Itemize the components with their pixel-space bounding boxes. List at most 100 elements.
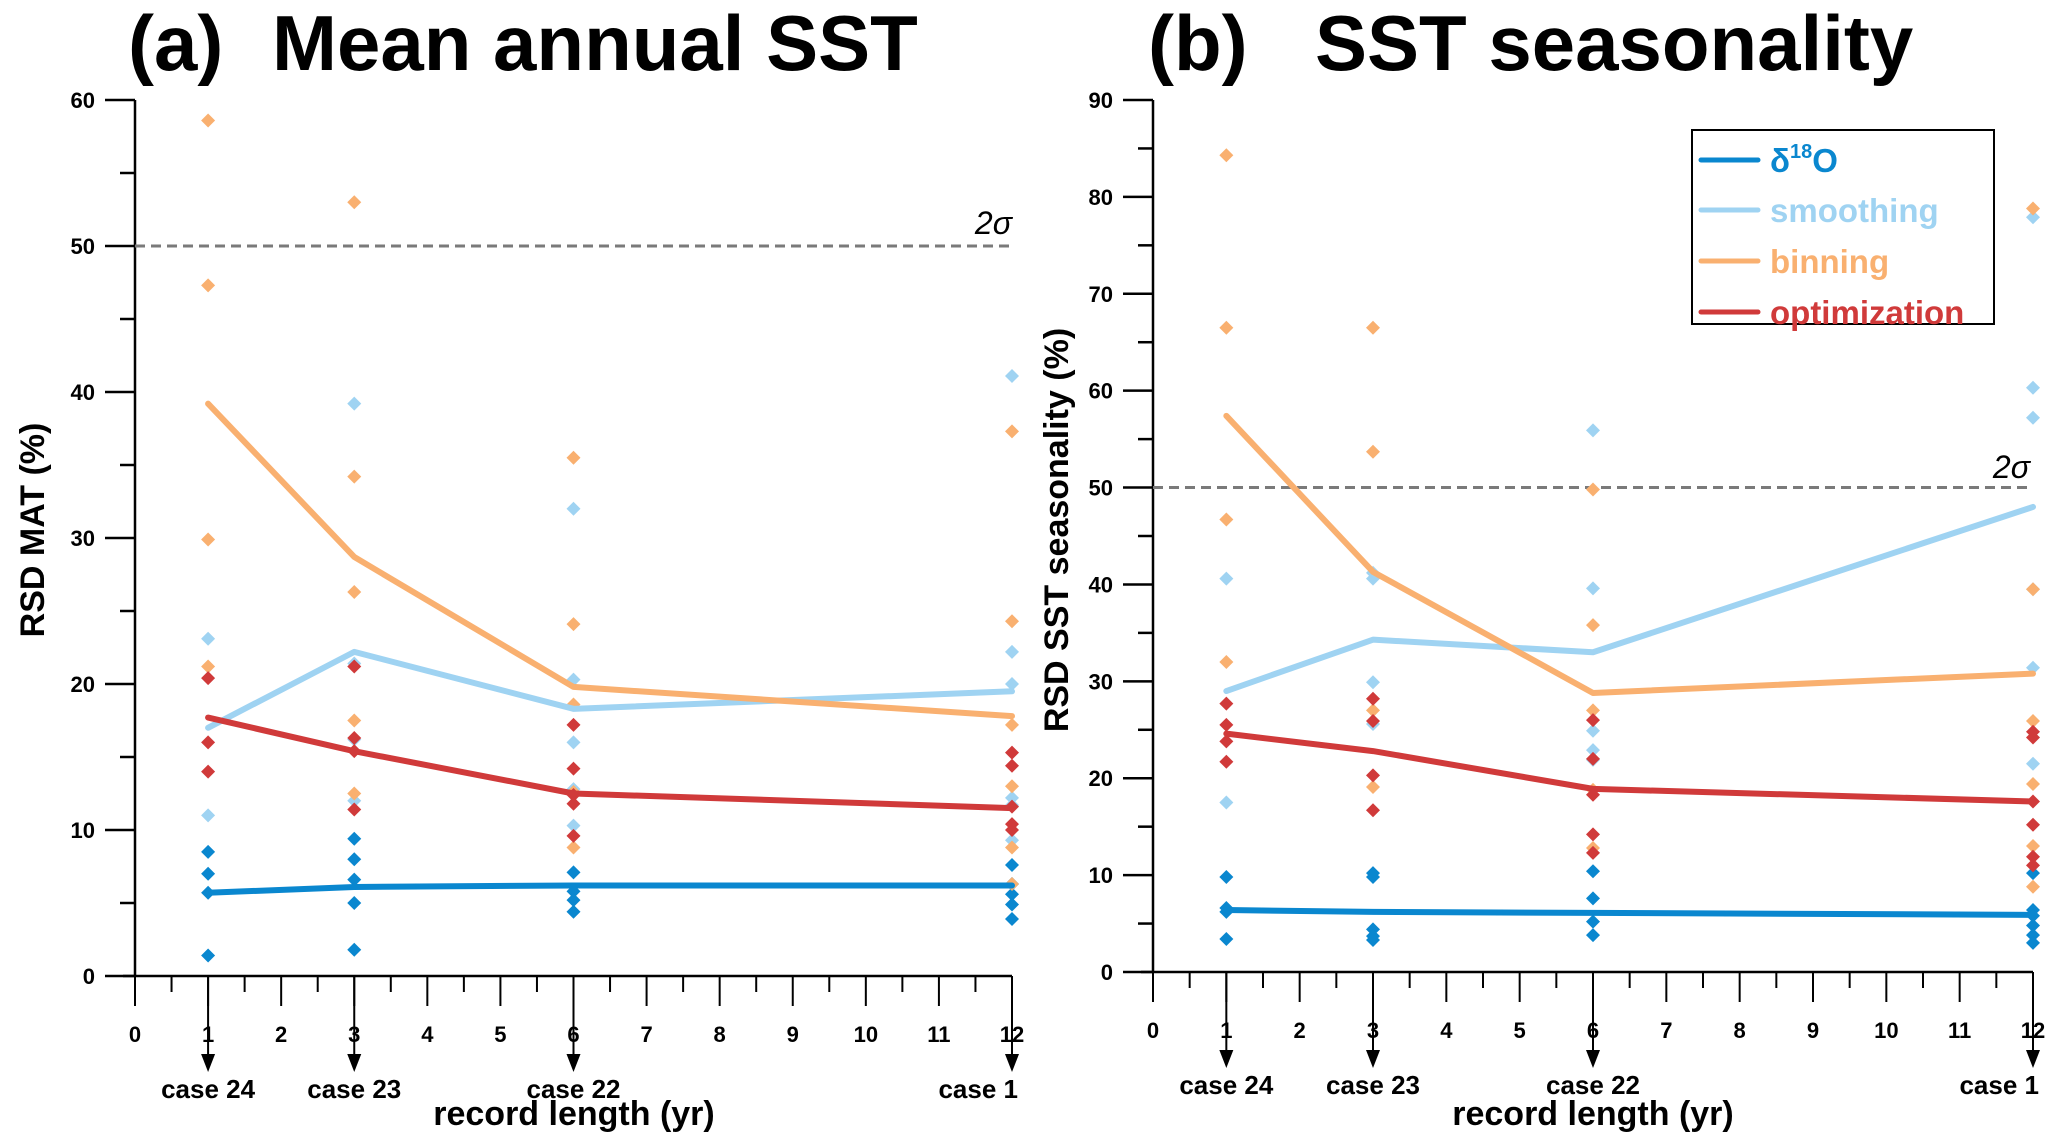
point-optimization [347,802,362,817]
point-binning [1586,482,1600,497]
point-d18o [1005,858,1019,873]
point-d18o [2026,918,2040,933]
point-d18o [2026,935,2040,950]
x-tick-label: 4 [421,1022,434,1047]
x-tick-label: 4 [1440,1018,1453,1043]
point-binning [2026,839,2040,854]
point-binning [347,585,362,600]
point-binning [1005,424,1019,439]
point-binning [1366,444,1380,459]
point-binning [2026,879,2040,894]
panel-a-x-axis-label: record length (yr) [433,1095,714,1133]
point-d18o [2026,866,2040,881]
point-optimization [1586,713,1600,728]
point-d18o [566,865,581,880]
point-d18o [347,872,362,887]
point-optimization [1366,714,1380,729]
point-binning [347,786,362,801]
point-smoothing [1586,581,1600,596]
point-binning [1005,717,1019,732]
panel-a-mean-annual-sst: (a) Mean annual SST RSD MAT (%) record l… [14,0,1024,1133]
panel-a-lines [205,400,1015,896]
x-tick-label: 8 [714,1022,726,1047]
y-tick-label: 10 [71,818,95,843]
point-optimization [347,731,362,746]
point-d18o [347,831,362,846]
panel-b-x-axis-label: record length (yr) [1452,1095,1733,1133]
point-smoothing [2026,410,2040,425]
x-tick-label: 11 [927,1022,950,1047]
point-optimization [566,828,581,843]
legend-item-optimization: optimization [1698,294,1964,331]
point-d18o [1219,932,1234,947]
line-optimization [1223,730,2036,805]
line-optimization [205,714,1015,812]
x-tick-label: 9 [1807,1018,1819,1043]
legend-label-optimization: optimization [1770,294,1964,331]
point-binning [1366,703,1380,718]
point-optimization [1219,696,1234,711]
point-smoothing [1005,790,1019,805]
point-optimization [2026,858,2040,873]
y-tick-label: 30 [71,526,95,551]
x-tick-label: 8 [1734,1018,1746,1043]
panel-a-label: (a) [128,0,223,87]
y-tick-label: 20 [71,672,95,697]
point-optimization [1366,768,1380,783]
case-arrow-head-icon [1586,1050,1600,1068]
point-d18o [201,948,216,963]
y-tick-label: 70 [1089,282,1113,307]
x-tick-label: 11 [1948,1018,1971,1043]
point-binning [1219,654,1234,669]
y-tick-label: 30 [1089,669,1113,694]
y-tick-label: 50 [71,234,95,259]
line-d18o [1223,906,2036,918]
point-smoothing [347,793,362,808]
x-tick-label: 2 [275,1022,287,1047]
point-d18o [1219,870,1234,885]
point-d18o [1586,928,1600,943]
point-binning [2026,777,2040,792]
line-binning [205,400,1015,720]
x-tick-label: 9 [787,1022,799,1047]
case-label: case 24 [1179,1070,1274,1100]
y-tick-label: 80 [1089,185,1113,210]
case-label: case 23 [307,1074,401,1104]
point-d18o [1005,912,1019,927]
case-label: case 1 [938,1074,1018,1104]
point-binning [1366,320,1380,335]
point-smoothing [2026,210,2040,225]
panel-b-sst-seasonality: (b) SST seasonality RSD SST seasonality … [1038,0,2045,1133]
point-smoothing [566,501,581,516]
point-optimization [566,761,581,776]
case-arrow-head-icon [1366,1050,1380,1068]
y-tick-label: 90 [1089,88,1113,113]
legend-item-d18o: δ18O [1698,141,1838,179]
point-optimization [1005,823,1019,837]
y-tick-label: 40 [1089,572,1113,597]
panel-a-y-axis-label: RSD MAT (%) [14,423,52,638]
point-optimization [1366,691,1380,706]
point-smoothing [2026,380,2040,395]
line-d18o [205,882,1015,896]
case-label: case 24 [161,1074,256,1104]
point-optimization [1586,845,1600,860]
point-d18o [1586,864,1600,879]
point-binning [2026,714,2040,729]
point-d18o [347,942,362,957]
legend-item-binning: binning [1698,243,1889,280]
point-d18o [1366,870,1380,885]
point-binning [347,195,362,210]
case-arrow-head-icon [566,1054,581,1072]
point-smoothing [347,396,362,411]
point-smoothing [1586,723,1600,738]
x-tick-label: 7 [640,1022,652,1047]
point-smoothing [201,808,216,823]
point-smoothing [566,818,581,833]
point-d18o [201,866,216,881]
point-smoothing [1219,571,1234,586]
point-d18o [1586,914,1600,929]
case-arrow-head-icon [2026,1050,2040,1068]
point-smoothing [1005,644,1019,659]
point-optimization [347,659,362,674]
